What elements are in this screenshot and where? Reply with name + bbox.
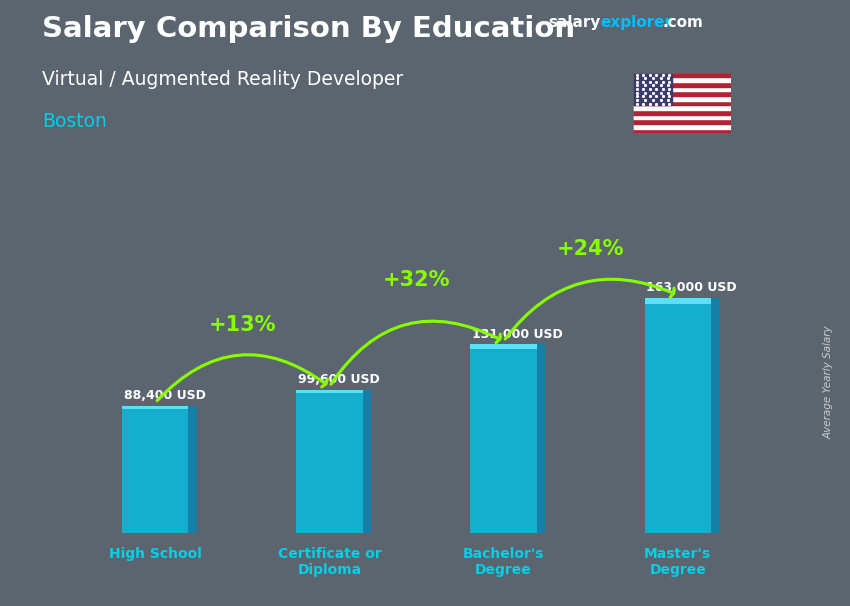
Text: Boston: Boston (42, 112, 107, 131)
Bar (633, 115, 731, 119)
Bar (471, 344, 536, 533)
Text: Salary Comparison By Education: Salary Comparison By Education (42, 15, 575, 43)
Text: 99,600 USD: 99,600 USD (298, 373, 380, 386)
Bar (633, 128, 731, 133)
Bar (633, 105, 731, 110)
Bar (122, 406, 189, 409)
Text: Average Yearly Salary: Average Yearly Salary (824, 325, 834, 439)
Text: explorer: explorer (600, 15, 672, 30)
Text: +13%: +13% (208, 315, 276, 335)
Bar (633, 110, 731, 115)
Bar (189, 406, 197, 533)
Bar (644, 298, 711, 533)
Bar (297, 390, 362, 393)
Bar (633, 124, 731, 128)
Bar (633, 73, 731, 78)
Bar (711, 298, 719, 533)
Bar (362, 390, 371, 533)
Text: 131,000 USD: 131,000 USD (473, 328, 563, 341)
Text: 88,400 USD: 88,400 USD (124, 389, 206, 402)
Bar (633, 96, 731, 101)
Bar (471, 344, 536, 349)
Bar (633, 92, 731, 96)
Text: .com: .com (662, 15, 703, 30)
Text: +24%: +24% (557, 239, 625, 259)
Bar (536, 344, 546, 533)
Bar (297, 390, 362, 533)
Text: Virtual / Augmented Reality Developer: Virtual / Augmented Reality Developer (42, 70, 404, 88)
Bar (633, 101, 731, 105)
Text: +32%: +32% (382, 270, 450, 290)
Bar (633, 78, 731, 82)
Text: salary: salary (548, 15, 601, 30)
Text: 163,000 USD: 163,000 USD (646, 281, 737, 295)
Bar (633, 119, 731, 124)
Bar (644, 298, 711, 304)
Bar (633, 73, 672, 105)
Bar (633, 82, 731, 87)
Bar (122, 406, 189, 533)
Bar (633, 87, 731, 92)
